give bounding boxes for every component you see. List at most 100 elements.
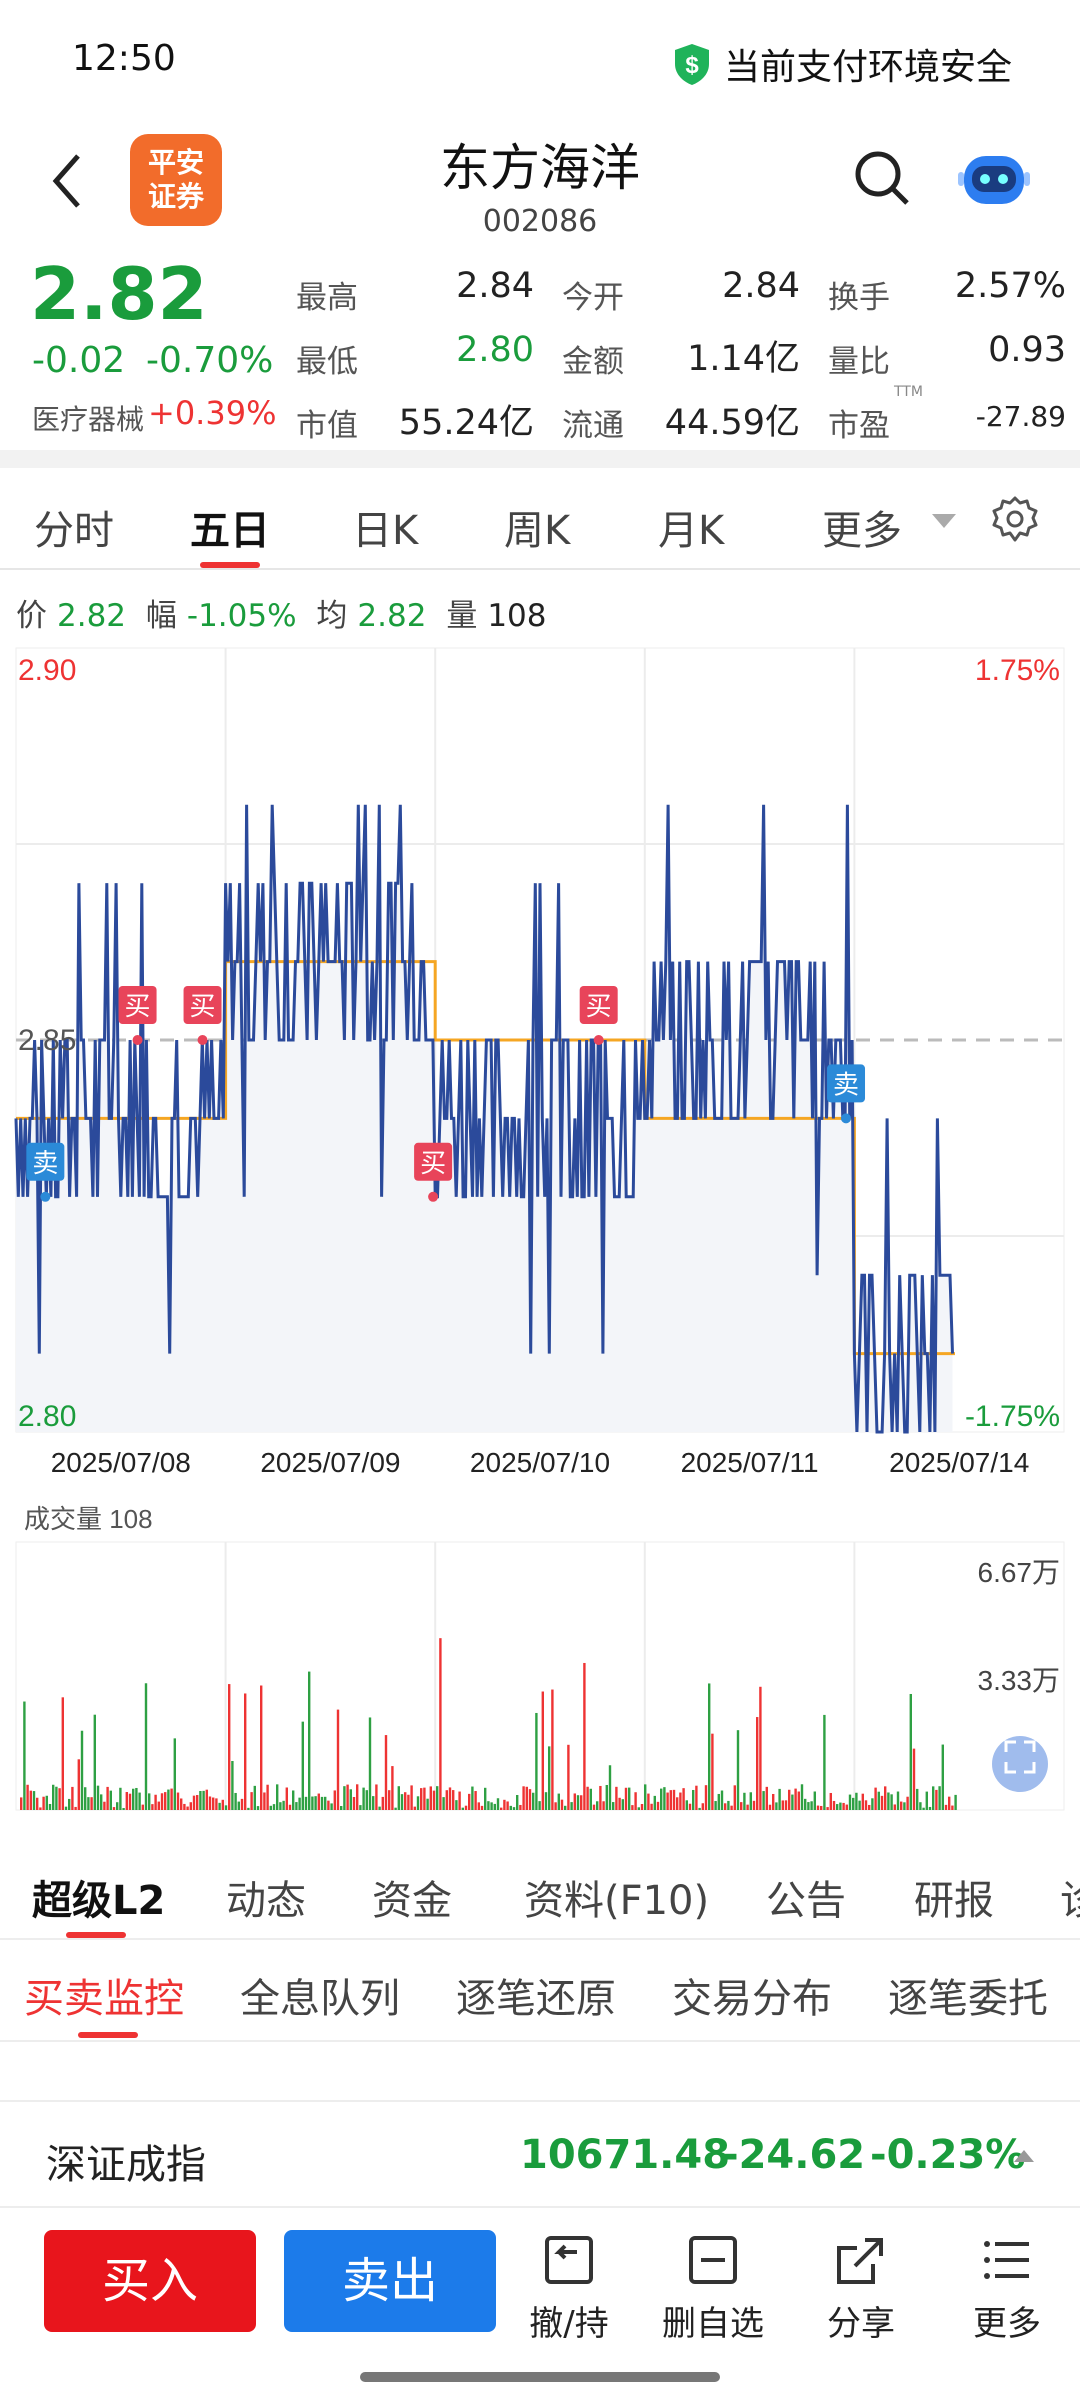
volume-bar <box>154 1794 157 1810</box>
search-icon[interactable] <box>852 148 912 208</box>
volume-bar <box>896 1791 900 1810</box>
buy-button[interactable]: 买入 <box>44 2230 256 2332</box>
share-button[interactable]: 分享 <box>806 2232 916 2345</box>
sell-marker <box>827 1064 866 1103</box>
volume-bar <box>228 1684 231 1810</box>
tab-daily-k[interactable]: 日K <box>352 508 419 554</box>
volume-bar <box>800 1784 804 1810</box>
y-tick-high: 2.90 <box>18 654 76 687</box>
volume-bar <box>432 1790 436 1810</box>
volume-bar <box>794 1788 797 1810</box>
volume-bar <box>80 1730 84 1810</box>
volume-bar <box>900 1801 903 1810</box>
index-ticker[interactable]: 深证成指 10671.48 -24.62 -0.23% <box>0 2100 1080 2208</box>
tab-tick-orders[interactable]: 逐笔委托 <box>888 1976 1048 2022</box>
volume-bar <box>660 1788 663 1810</box>
volume-bar <box>772 1793 775 1810</box>
volume-bar <box>669 1790 672 1810</box>
tab-weekly-k[interactable]: 周K <box>504 508 571 554</box>
volume-bar <box>64 1806 68 1810</box>
five-day-chart[interactable]: 2.90 2.85 2.80 1.75% -1.75% 2025/07/08 2025/07… <box>0 640 1080 1820</box>
volume-bar <box>736 1730 740 1810</box>
buy-marker-dot <box>428 1191 439 1202</box>
tab-monthly-k[interactable]: 月K <box>658 508 725 554</box>
volume-bar <box>381 1796 384 1810</box>
gear-icon[interactable] <box>990 494 1040 544</box>
volume-bar <box>672 1789 676 1810</box>
tab-news[interactable]: 动态 <box>226 1878 306 1924</box>
more-button[interactable]: 更多 <box>952 2232 1062 2345</box>
tab-full-queue[interactable]: 全息队列 <box>240 1976 400 2022</box>
home-indicator[interactable] <box>360 2372 720 2382</box>
tab-trade-distribution[interactable]: 交易分布 <box>672 1976 832 2022</box>
tab-research[interactable]: 研报 <box>914 1878 994 1924</box>
remove-watchlist-button[interactable]: 删自选 <box>658 2232 768 2345</box>
volume-bar <box>887 1792 890 1810</box>
volume-bar <box>317 1793 320 1810</box>
volume-bar <box>192 1795 196 1810</box>
volume-bar <box>71 1786 74 1810</box>
volume-bar <box>52 1784 55 1810</box>
volume-bar <box>708 1683 711 1810</box>
cancel-hold-button[interactable]: 撤/持 <box>514 2232 624 2345</box>
sector-pct[interactable]: +0.39% <box>148 394 277 432</box>
volume-bar <box>375 1784 378 1810</box>
sell-button[interactable]: 卖出 <box>284 2230 496 2332</box>
status-bar: 12:50 $ 当前支付环境安全 <box>0 0 1080 120</box>
field-label: 流通 <box>562 408 624 444</box>
volume-bar <box>839 1802 842 1810</box>
volume-bar <box>77 1759 80 1810</box>
broker-logo[interactable]: 平安 证券 <box>130 134 222 226</box>
tab-funds[interactable]: 资金 <box>372 1878 452 1924</box>
tab-tick-restore[interactable]: 逐笔还原 <box>456 1976 616 2022</box>
volume-bar <box>880 1795 884 1810</box>
volume-bar <box>912 1748 916 1810</box>
sector-name[interactable]: 医疗器械 <box>32 403 145 436</box>
volume-bar <box>493 1803 496 1810</box>
volume-bar <box>564 1805 567 1810</box>
volume-bar <box>202 1790 205 1810</box>
tab-more[interactable]: 更多 <box>822 508 902 554</box>
volume-bar <box>724 1803 727 1810</box>
menu-icon <box>984 2241 1029 2279</box>
tab-profile-f10[interactable]: 资料(F10) <box>524 1878 710 1924</box>
back-icon[interactable] <box>44 146 94 216</box>
tab-diagnosis[interactable]: 诊 <box>1060 1868 1080 1926</box>
volume-bar <box>365 1790 368 1810</box>
volume-bar <box>551 1689 554 1810</box>
buy-marker <box>414 1142 453 1181</box>
volume-bar <box>132 1788 135 1810</box>
volume-bar <box>39 1807 42 1810</box>
tab-announcements[interactable]: 公告 <box>766 1878 846 1924</box>
volume-bar <box>109 1790 112 1810</box>
tab-five-day[interactable]: 五日 <box>190 508 270 554</box>
volume-bar <box>685 1800 688 1810</box>
volume-bar <box>858 1800 861 1810</box>
volume-bar <box>346 1784 349 1810</box>
volume-bar <box>256 1806 260 1810</box>
volume-bar <box>58 1788 61 1810</box>
chevron-down-icon[interactable] <box>932 514 956 528</box>
tab-trade-monitor[interactable]: 买卖监控 <box>24 1976 184 2022</box>
buy-marker-label: 买 <box>586 991 612 1021</box>
volume-bar <box>292 1790 295 1810</box>
tab-super-l2[interactable]: 超级L2 <box>32 1878 166 1924</box>
volume-bar <box>602 1801 605 1810</box>
robot-assistant-icon[interactable] <box>958 148 1030 208</box>
field-label: 市盈 <box>828 408 890 444</box>
volume-bar <box>861 1793 864 1810</box>
tab-intraday[interactable]: 分时 <box>34 508 114 554</box>
volume-bar <box>676 1797 679 1810</box>
expand-up-icon[interactable] <box>1014 2150 1034 2162</box>
active-tab-indicator <box>200 562 260 568</box>
volume-bar <box>788 1789 791 1810</box>
info-amp: -1.05% <box>186 598 297 634</box>
field-label: 最低 <box>296 344 358 380</box>
volume-bar <box>797 1791 800 1810</box>
volume-bar <box>560 1799 564 1810</box>
volume-bar <box>631 1805 634 1810</box>
chart-canvas[interactable]: 2.90 2.85 2.80 1.75% -1.75% 2025/07/08 2025/07… <box>0 640 1080 1820</box>
ttm-label: TTM <box>894 384 923 400</box>
buy-marker-label: 买 <box>190 991 216 1021</box>
volume-bar <box>448 1787 452 1810</box>
